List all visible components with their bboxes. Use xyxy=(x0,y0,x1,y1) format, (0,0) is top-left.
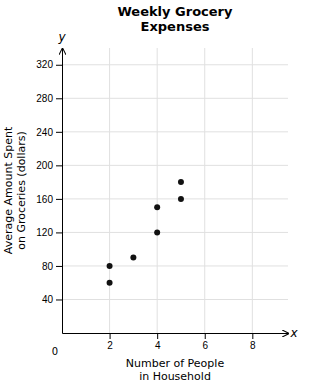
y-tick: 200 xyxy=(36,160,62,171)
grid-line xyxy=(157,48,158,333)
tick-label: 80 xyxy=(42,261,54,272)
chart: 2 4 6 8 40 80 120 160 200 240 280 320 Number of Peop… xyxy=(0,0,310,389)
tick-mark xyxy=(110,333,111,339)
tick-mark xyxy=(56,132,62,133)
tick-label: 280 xyxy=(36,93,53,104)
tick-mark xyxy=(56,199,62,200)
grid-line xyxy=(62,299,288,300)
tick-label: 120 xyxy=(36,227,53,238)
tick-mark xyxy=(252,333,253,339)
tick-label: 240 xyxy=(36,127,53,138)
grid-line xyxy=(204,48,205,333)
x-axis: 2 4 6 8 xyxy=(63,333,289,351)
tick-label: 320 xyxy=(36,59,53,70)
tick-label: 200 xyxy=(36,160,53,171)
x-tick: 2 xyxy=(107,333,113,351)
tick-label: 2 xyxy=(107,340,113,351)
x-tick: 8 xyxy=(250,333,256,351)
tick-label: 6 xyxy=(202,340,208,351)
point xyxy=(178,196,184,202)
x-tick: 4 xyxy=(155,333,161,351)
tick-label: 8 xyxy=(250,340,256,351)
y-axis-title: Average Amount Spenton Groceries (dollar… xyxy=(2,126,28,254)
points xyxy=(107,179,184,286)
x-tick: 6 xyxy=(202,333,208,351)
y-tick: 280 xyxy=(36,93,62,104)
tick-mark xyxy=(205,333,206,339)
tick-label: 160 xyxy=(36,194,53,205)
annotation: y xyxy=(57,30,66,44)
point xyxy=(154,204,160,210)
tick-mark xyxy=(56,65,62,66)
y-tick: 40 xyxy=(42,294,62,305)
grid-line xyxy=(62,131,288,132)
tick-mark xyxy=(56,266,62,267)
y-tick: 320 xyxy=(36,59,62,70)
point xyxy=(154,229,160,235)
grid-line xyxy=(62,198,288,199)
point xyxy=(107,280,113,286)
tick-mark xyxy=(56,98,62,99)
tick-label: 4 xyxy=(155,340,161,351)
y-axis-line xyxy=(62,49,63,334)
grid xyxy=(62,48,288,333)
y-tick: 120 xyxy=(36,227,62,238)
grid-line xyxy=(109,48,110,333)
plot: 2 4 6 8 40 80 120 160 200 240 280 320 Number of Peop… xyxy=(2,30,298,383)
tick-mark xyxy=(56,299,62,300)
tick-mark xyxy=(56,232,62,233)
grid-line xyxy=(62,64,288,65)
point xyxy=(107,263,113,269)
annotation: x xyxy=(289,326,298,340)
annotation: 0 xyxy=(52,346,58,357)
grid-line xyxy=(62,98,288,99)
point xyxy=(178,179,184,185)
tick-mark xyxy=(56,165,62,166)
point xyxy=(130,255,136,261)
x-axis-title: Number of Peoplein Household xyxy=(126,357,225,383)
tick-mark xyxy=(157,333,158,339)
tick-label: 40 xyxy=(42,294,54,305)
grid-line xyxy=(62,165,288,166)
y-tick: 240 xyxy=(36,127,62,138)
grid-line xyxy=(62,232,288,233)
y-axis: 40 80 120 160 200 240 280 320 xyxy=(36,49,62,334)
y-tick: 160 xyxy=(36,194,62,205)
title: Weekly GroceryExpenses xyxy=(117,4,233,34)
y-tick: 80 xyxy=(42,261,62,272)
grid-line xyxy=(252,48,253,333)
grid-line xyxy=(62,265,288,266)
x-axis-line xyxy=(63,333,289,334)
